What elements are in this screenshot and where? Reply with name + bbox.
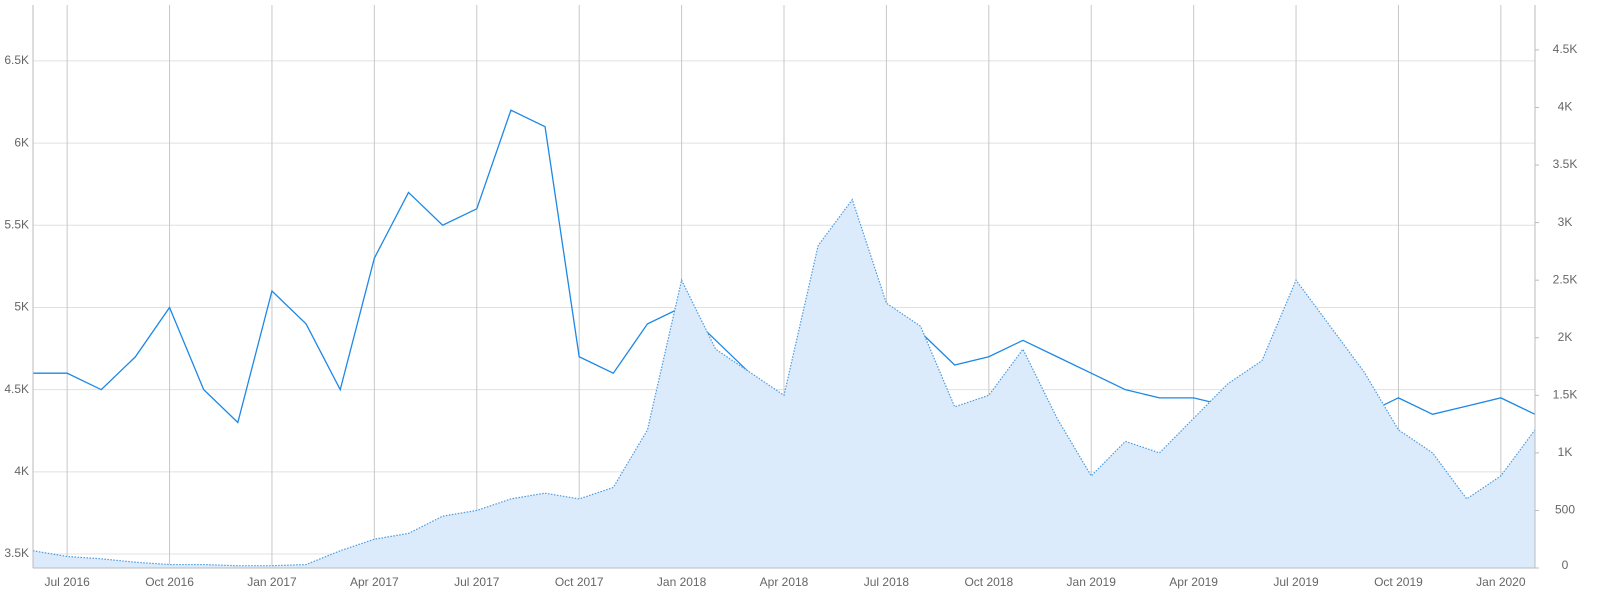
x-tick-label: Jul 2018: [864, 575, 910, 589]
y-tick-label: 5.5K: [4, 217, 29, 231]
x-tick-label: Jan 2020: [1476, 575, 1526, 589]
x-tick-label: Jan 2019: [1067, 575, 1117, 589]
x-tick-label: Oct 2018: [964, 575, 1013, 589]
y2-tick-label: 3.5K: [1553, 157, 1578, 171]
x-tick-label: Oct 2016: [145, 575, 194, 589]
y-tick-label: 6K: [14, 135, 29, 149]
x-tick-label: Apr 2018: [760, 575, 809, 589]
x-tick-label: Oct 2019: [1374, 575, 1423, 589]
y2-tick-label: 0: [1562, 558, 1569, 572]
y2-tick-label: 1.5K: [1553, 387, 1578, 401]
y2-tick-label: 1K: [1558, 445, 1573, 459]
y-tick-label: 3.5K: [4, 546, 29, 560]
y2-tick-label: 500: [1555, 503, 1575, 517]
y2-tick-label: 3K: [1558, 215, 1573, 229]
y-tick-label: 5K: [14, 300, 29, 314]
y2-tick-label: 4.5K: [1553, 42, 1578, 56]
y2-tick-label: 2K: [1558, 330, 1573, 344]
line: [32, 198, 1536, 567]
x-tick-label: Apr 2019: [1169, 575, 1218, 589]
x-tick-label: Jan 2017: [247, 575, 297, 589]
y-tick-label: 4.5K: [4, 382, 29, 396]
x-tick-label: Jul 2016: [44, 575, 90, 589]
x-tick-label: Apr 2017: [350, 575, 399, 589]
x-tick-label: Oct 2017: [555, 575, 604, 589]
y-tick-label: 6.5K: [4, 53, 29, 67]
y-tick-label: 4K: [14, 464, 29, 478]
x-tick-label: Jul 2019: [1273, 575, 1319, 589]
x-tick-label: Jan 2018: [657, 575, 707, 589]
x-tick-label: Jul 2017: [454, 575, 500, 589]
y2-tick-label: 4K: [1558, 100, 1573, 114]
area: [33, 199, 1535, 568]
y2-tick-label: 2.5K: [1553, 272, 1578, 286]
